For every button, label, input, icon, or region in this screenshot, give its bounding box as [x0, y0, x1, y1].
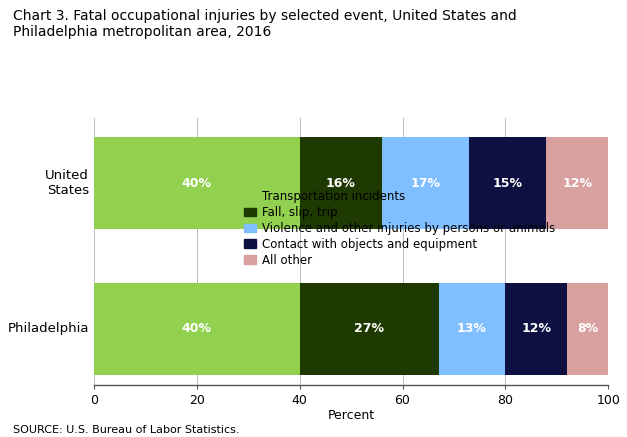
Text: Chart 3. Fatal occupational injuries by selected event, United States and
Philad: Chart 3. Fatal occupational injuries by … — [13, 9, 516, 39]
Bar — [382, 137, 470, 229]
Bar — [94, 283, 300, 375]
Bar — [300, 283, 438, 375]
Text: 8%: 8% — [577, 323, 598, 335]
Text: 17%: 17% — [411, 177, 441, 190]
Text: 27%: 27% — [354, 323, 384, 335]
Text: 12%: 12% — [562, 177, 593, 190]
Text: SOURCE: U.S. Bureau of Labor Statistics.: SOURCE: U.S. Bureau of Labor Statistics. — [13, 425, 239, 435]
Legend: Transportation incidents, Fall, slip, trip, Violence and other injuries by perso: Transportation incidents, Fall, slip, tr… — [244, 190, 555, 267]
Bar — [300, 137, 382, 229]
Text: 15%: 15% — [493, 177, 523, 190]
Bar — [547, 137, 608, 229]
Bar — [470, 137, 547, 229]
Bar — [94, 137, 300, 229]
Text: 40%: 40% — [182, 323, 212, 335]
Bar — [567, 283, 608, 375]
Text: 40%: 40% — [182, 177, 212, 190]
Text: 16%: 16% — [326, 177, 356, 190]
Bar — [505, 283, 567, 375]
Text: 13%: 13% — [457, 323, 487, 335]
Bar — [438, 283, 505, 375]
X-axis label: Percent: Percent — [327, 409, 375, 423]
Text: 12%: 12% — [521, 323, 551, 335]
